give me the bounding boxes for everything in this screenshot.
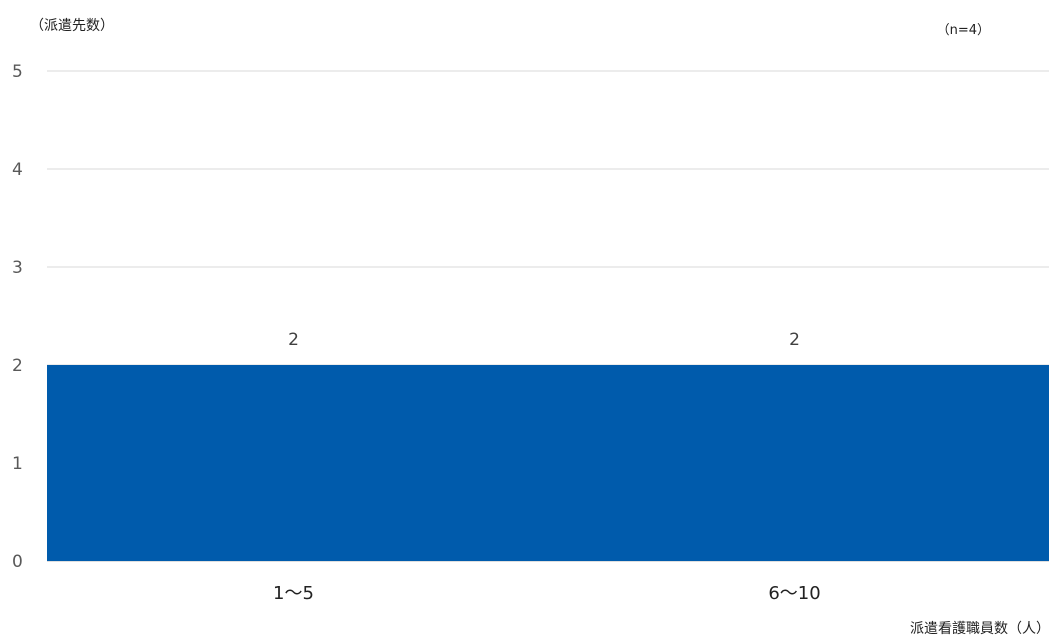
bar-1 xyxy=(47,365,548,561)
sample-size-note: （n=4） xyxy=(937,23,990,38)
y-tick-label: 4 xyxy=(12,160,23,180)
bars xyxy=(47,365,1049,561)
y-tick-label: 1 xyxy=(12,454,23,474)
x-axis-categories: 1〜5 6〜10 xyxy=(273,583,821,604)
x-axis-label: 派遣看護職員数（人） xyxy=(910,621,1050,637)
y-axis-label: （派遣先数） xyxy=(30,18,114,34)
y-axis-ticks: 0 1 2 3 4 5 xyxy=(12,62,23,572)
data-label: 2 xyxy=(288,330,299,350)
x-category-label: 1〜5 xyxy=(273,583,314,604)
y-tick-label: 2 xyxy=(12,356,23,376)
data-label: 2 xyxy=(789,330,800,350)
y-tick-label: 5 xyxy=(12,62,23,82)
x-category-label: 6〜10 xyxy=(768,583,820,604)
y-tick-label: 0 xyxy=(12,552,23,572)
y-tick-label: 3 xyxy=(12,258,23,278)
bar-2 xyxy=(548,365,1049,561)
